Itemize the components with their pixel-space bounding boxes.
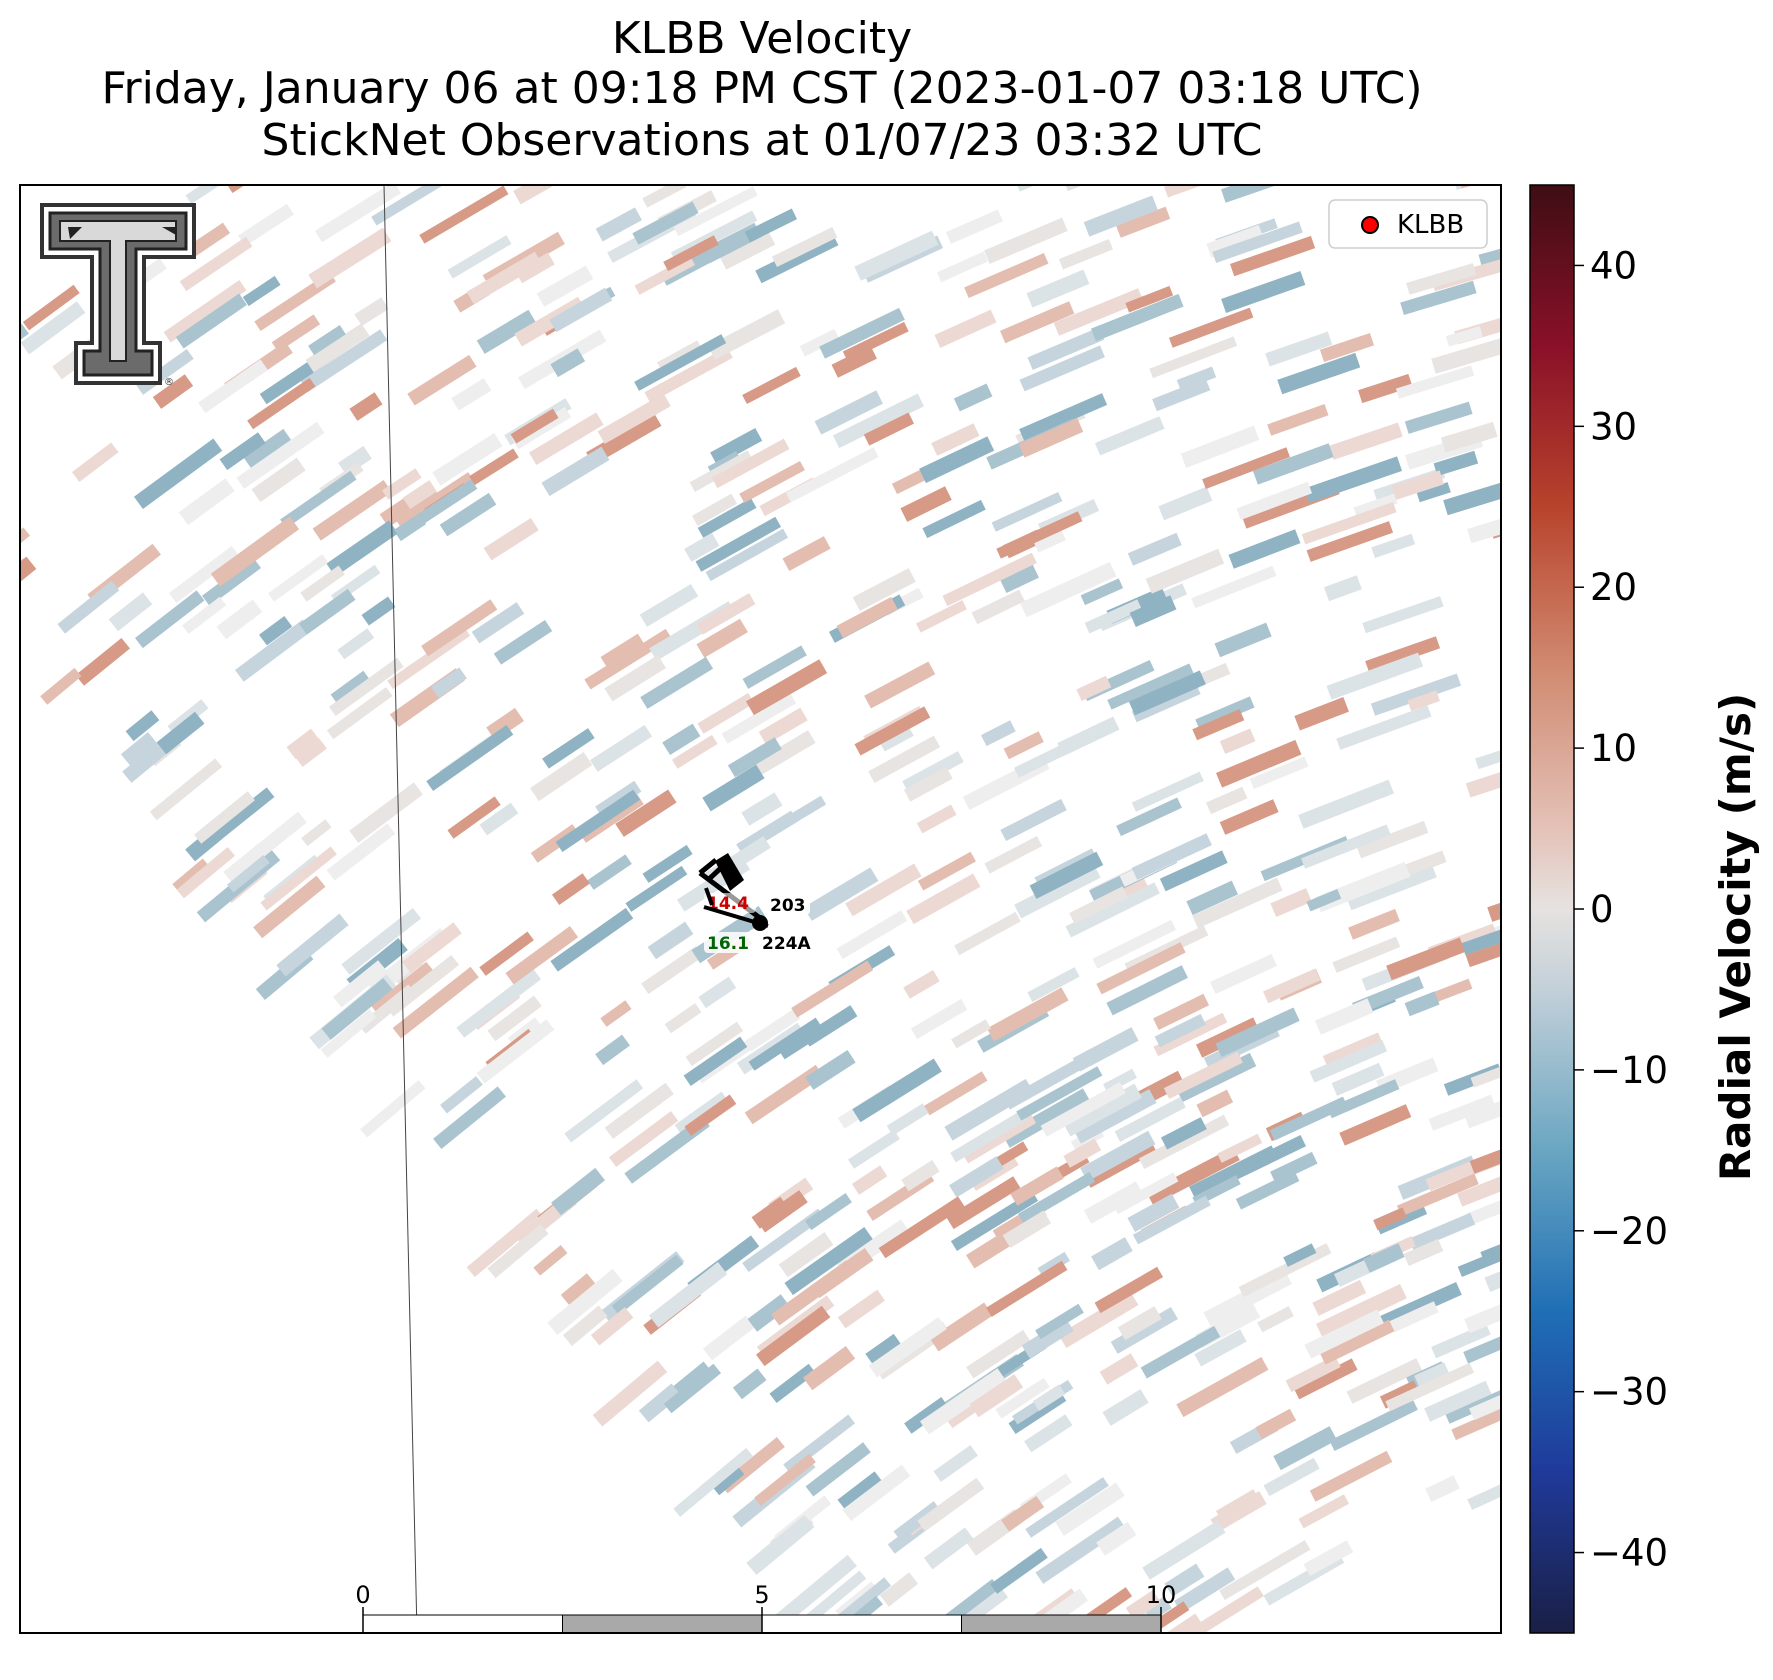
colorbar-tick-label: 20 [1590,566,1637,609]
map-legend: KLBB [1328,199,1488,249]
colorbar-gradient [1529,184,1575,1634]
scale-bar-tick-label: 10 [1146,1581,1177,1609]
scale-bar-tick-label: 0 [355,1581,370,1609]
colorbar-tick-label: −40 [1590,1532,1668,1575]
logo-registered-mark: ® [164,377,174,388]
station-id-label: 203 [770,896,806,916]
map-frame [19,184,1502,1634]
scale-bar-tick-label: 5 [754,1581,769,1609]
colorbar-tick-label: 40 [1590,244,1637,287]
colorbar-tick-label: 0 [1590,888,1614,931]
colorbar-tick-label: −10 [1590,1049,1668,1092]
county-boundary-line [383,185,418,1633]
colorbar-tick-label: 30 [1590,405,1637,448]
station-marker-icon [752,915,768,931]
colorbar-tick-label: −20 [1590,1210,1668,1253]
station-224A[interactable]: 16.1 224A [703,887,821,954]
wind-barb-flag-icon [704,887,714,906]
colorbar-tick-label: 10 [1590,727,1637,770]
map-subtitle-time: Friday, January 06 at 09:18 PM CST (2023… [101,63,1423,114]
station-obs-value: 16.1 [707,934,749,954]
radial-velocity-field [20,185,1501,1633]
texas-tech-logo-icon: ® [40,203,196,388]
legend-marker-icon [1361,216,1379,234]
map-title: KLBB Velocity [611,13,913,64]
colorbar-tick-label: −30 [1590,1371,1668,1414]
station-id-label: 224A [762,934,811,954]
colorbar-label: Radial Velocity (m/s) [1711,693,1760,1181]
legend-label: KLBB [1397,210,1464,240]
wind-pennant-icon [715,853,744,891]
station-203[interactable]: 203 14.4 [698,853,810,920]
wind-barb-flag-icon [698,858,718,875]
map-subtitle-observations: StickNet Observations at 01/07/23 03:32 … [261,115,1263,166]
scale-bar: 0 5 10 km [355,1581,1177,1633]
